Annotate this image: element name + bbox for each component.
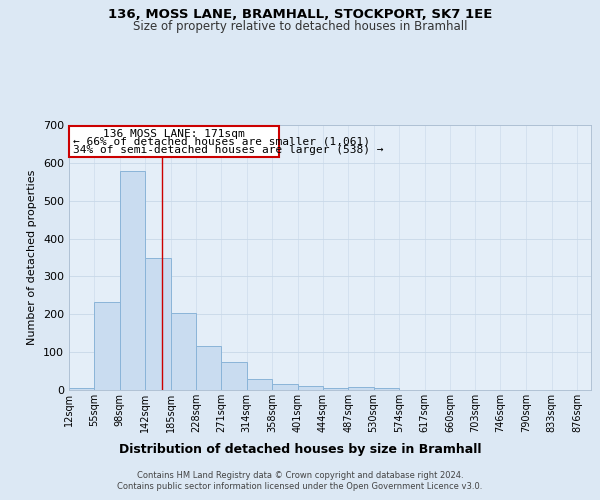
Y-axis label: Number of detached properties: Number of detached properties [28,170,37,345]
Text: Distribution of detached houses by size in Bramhall: Distribution of detached houses by size … [119,442,481,456]
Bar [272,384,298,390]
Bar [221,362,247,390]
Bar [119,171,145,390]
Bar [94,302,119,390]
Bar [145,258,170,390]
Bar [298,386,323,390]
Bar [247,380,272,390]
Text: ← 66% of detached houses are smaller (1,061): ← 66% of detached houses are smaller (1,… [73,136,370,146]
Bar [373,388,399,390]
Bar [69,388,94,390]
Text: Contains public sector information licensed under the Open Government Licence v3: Contains public sector information licen… [118,482,482,491]
Text: 34% of semi-detached houses are larger (538) →: 34% of semi-detached houses are larger (… [73,144,383,154]
Bar [323,388,348,390]
Bar [170,313,196,390]
Bar [348,388,373,390]
Bar [196,346,221,390]
Text: 136, MOSS LANE, BRAMHALL, STOCKPORT, SK7 1EE: 136, MOSS LANE, BRAMHALL, STOCKPORT, SK7… [108,8,492,20]
Text: Size of property relative to detached houses in Bramhall: Size of property relative to detached ho… [133,20,467,33]
Text: 136 MOSS LANE: 171sqm: 136 MOSS LANE: 171sqm [103,129,245,139]
FancyBboxPatch shape [69,126,280,157]
Text: Contains HM Land Registry data © Crown copyright and database right 2024.: Contains HM Land Registry data © Crown c… [137,471,463,480]
